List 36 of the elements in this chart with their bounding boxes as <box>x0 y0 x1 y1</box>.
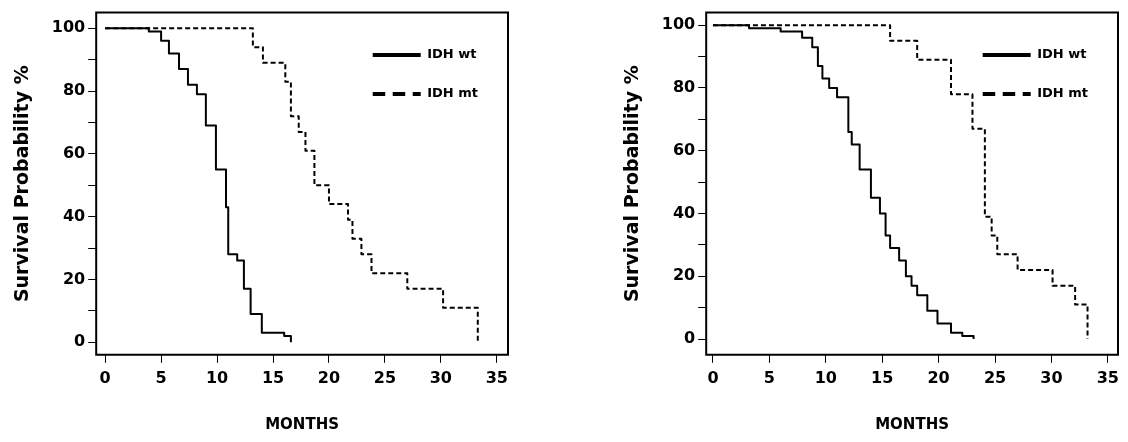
y-tick-label: 60 <box>62 143 86 163</box>
x-tick-label: 30 <box>429 367 452 387</box>
y-axis-title: Survival Probability % <box>620 65 643 303</box>
x-tick-label: 15 <box>261 367 285 387</box>
x-tick-label: 10 <box>814 367 837 387</box>
y-tick-label: 100 <box>661 14 696 34</box>
x-tick-label: 35 <box>1096 367 1119 387</box>
x-tick-label: 25 <box>983 367 1007 387</box>
y-tick-label: 0 <box>684 328 696 348</box>
legend-label: IDH mt <box>1037 85 1088 101</box>
x-tick-label: 5 <box>155 367 167 387</box>
x-tick-label: 20 <box>317 367 341 387</box>
x-tick-label: 25 <box>373 367 397 387</box>
y-tick-label: 80 <box>62 80 86 100</box>
x-axis-title: MONTHS <box>265 414 340 433</box>
x-tick-label: 0 <box>707 367 719 387</box>
x-tick-label: 10 <box>205 367 229 387</box>
y-tick-label: 20 <box>672 265 696 285</box>
x-tick-label: 5 <box>763 367 775 387</box>
x-tick-label: 30 <box>1040 367 1063 387</box>
y-tick-label: 100 <box>51 17 86 37</box>
x-tick-label: 15 <box>871 367 894 387</box>
y-tick-label: 40 <box>62 205 86 225</box>
y-tick-label: 80 <box>672 77 696 97</box>
x-tick-label: 20 <box>927 367 950 387</box>
y-tick-label: 60 <box>672 139 696 159</box>
y-tick-label: 0 <box>74 331 86 351</box>
x-axis-title: MONTHS <box>875 414 950 433</box>
y-tick-label: 40 <box>672 202 696 222</box>
legend-label: IDH wt <box>427 46 477 62</box>
legend-label: IDH mt <box>427 85 478 101</box>
y-axis-title: Survival Probability % <box>10 65 33 303</box>
x-tick-label: 0 <box>99 367 111 387</box>
y-tick-label: 20 <box>62 268 86 288</box>
legend-label: IDH wt <box>1037 46 1087 62</box>
x-tick-label: 35 <box>485 367 508 387</box>
